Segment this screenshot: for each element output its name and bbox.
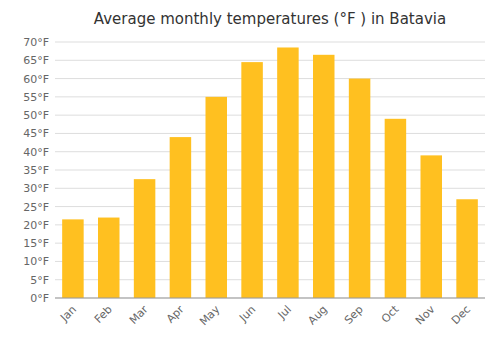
y-tick-label: 0°F xyxy=(30,292,49,305)
grid-line xyxy=(55,298,485,299)
bar xyxy=(277,47,299,298)
x-tick-label: Oct xyxy=(379,302,402,325)
x-tick-label: Sep xyxy=(342,303,366,327)
bar xyxy=(349,79,371,298)
grid-line xyxy=(55,42,485,43)
y-tick-label: 30°F xyxy=(23,182,49,195)
y-tick-label: 40°F xyxy=(23,146,49,159)
x-tick-label: Jul xyxy=(275,303,294,322)
bar xyxy=(98,218,120,298)
y-tick-label: 65°F xyxy=(23,54,49,67)
x-tick-label: Nov xyxy=(413,303,438,328)
bars xyxy=(62,47,478,298)
grid-line xyxy=(55,133,485,134)
y-tick-label: 50°F xyxy=(23,109,49,122)
y-tick-label: 20°F xyxy=(23,219,49,232)
y-tick-label: 10°F xyxy=(23,255,49,268)
bar xyxy=(134,179,156,298)
title: Average monthly temperatures (°F ) in Ba… xyxy=(94,10,446,28)
y-tick-label: 35°F xyxy=(23,164,49,177)
bar xyxy=(313,55,335,298)
bar xyxy=(206,97,228,298)
grid-line xyxy=(55,151,485,152)
x-tick-label: Dec xyxy=(449,303,473,327)
grid-line xyxy=(55,115,485,116)
y-tick-label: 5°F xyxy=(30,274,49,287)
bar xyxy=(456,199,478,298)
y-tick-label: 60°F xyxy=(23,73,49,86)
bar xyxy=(421,155,443,298)
x-tick-label: May xyxy=(197,303,223,329)
grid-line xyxy=(55,78,485,79)
y-tick-label: 15°F xyxy=(23,237,49,250)
x-tick-label: Jan xyxy=(57,303,79,325)
y-tick-label: 70°F xyxy=(23,36,49,49)
bar xyxy=(170,137,192,298)
grid-line xyxy=(55,60,485,61)
x-tick-label: Feb xyxy=(92,303,115,326)
grid xyxy=(55,42,485,298)
y-tick-label: 55°F xyxy=(23,91,49,104)
bar xyxy=(62,219,84,298)
x-axis xyxy=(55,298,485,299)
x-tick-label: Mar xyxy=(127,303,151,327)
x-tick-label: Jun xyxy=(236,303,258,325)
bar xyxy=(385,119,407,298)
y-tick-label: 25°F xyxy=(23,201,49,214)
grid-line xyxy=(55,96,485,97)
x-tick-label: Apr xyxy=(164,303,187,326)
chart: Average monthly temperatures (°F ) in Ba… xyxy=(0,0,500,350)
y-tick-label: 45°F xyxy=(23,127,49,140)
x-tick-label: Aug xyxy=(305,303,329,327)
bar xyxy=(241,62,262,298)
